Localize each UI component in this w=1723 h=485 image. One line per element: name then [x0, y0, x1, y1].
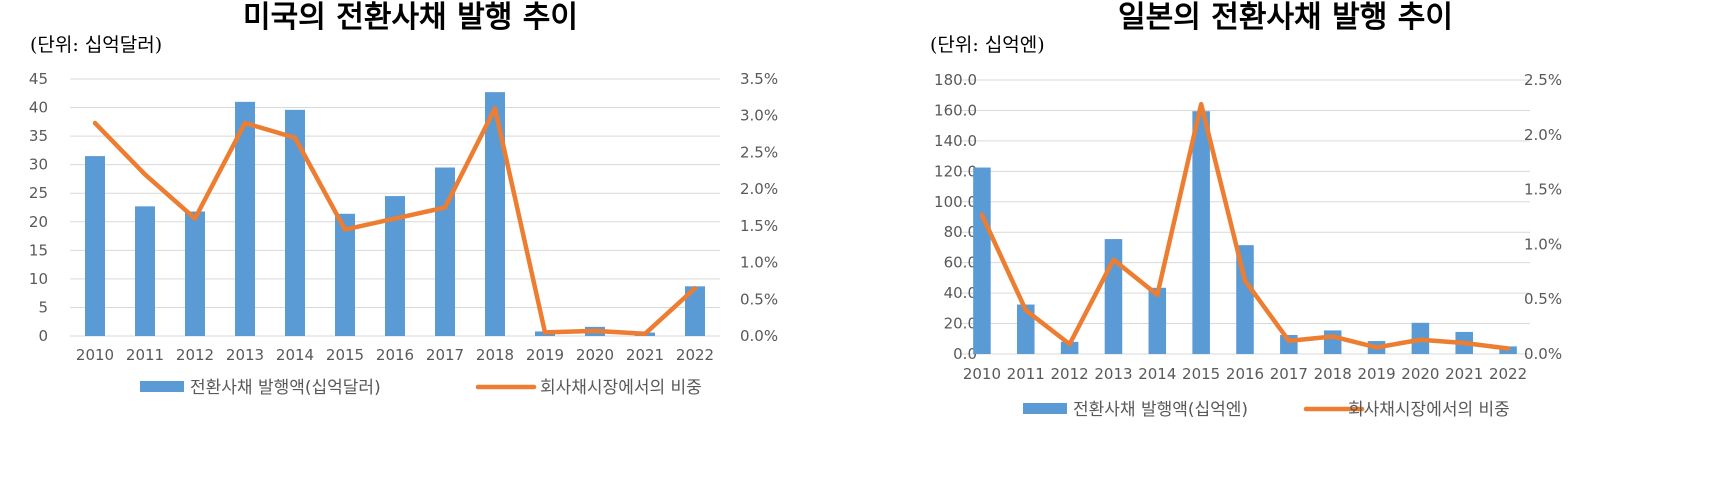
- legend-line-label: 회사채시장에서의 비중: [1348, 400, 1510, 420]
- x-tick-label: 2012: [1051, 365, 1089, 383]
- y-tick-label-left: 100.0: [934, 193, 977, 211]
- y-tick-label-left: 160.0: [934, 101, 977, 119]
- bar: [485, 92, 505, 336]
- bar: [1017, 304, 1035, 354]
- y-tick-label-left: 40.0: [944, 284, 977, 302]
- y-tick-label-left: 30: [29, 156, 48, 174]
- x-tick-label: 2013: [1094, 365, 1132, 383]
- x-tick-label: 2011: [1007, 365, 1045, 383]
- bar: [1104, 239, 1123, 354]
- x-tick-label: 2020: [1401, 365, 1439, 383]
- bar: [1236, 245, 1254, 354]
- y-tick-label-left: 5: [38, 298, 48, 316]
- bar: [235, 101, 255, 336]
- y-tick-label-right: 2.5%: [740, 143, 778, 161]
- x-tick-label: 2016: [376, 346, 414, 364]
- x-tick-label: 2017: [1270, 365, 1308, 383]
- x-tick-label: 2017: [426, 346, 464, 364]
- bar: [85, 156, 105, 336]
- chart-title: 일본의 전환사채 발행 추이: [1118, 0, 1453, 35]
- y-tick-label-left: 60.0: [944, 254, 977, 272]
- y-tick-label-right: 2.0%: [1524, 126, 1562, 144]
- x-tick-label: 2010: [76, 346, 114, 364]
- x-tick-label: 2022: [1489, 365, 1527, 383]
- bar: [185, 211, 205, 336]
- us-chart-svg: 0 5 10 15 20 25 30 35 40 45 0.0% 0.5% 1.0% 1.5% 2.0% 2.…: [29, 70, 778, 398]
- x-tick-label: 2015: [1182, 365, 1220, 383]
- x-tick-label: 2019: [1357, 365, 1395, 383]
- bar: [973, 167, 991, 354]
- jp-chart-panel: 일본의 전환사채 발행 추이 (단위: 십억엔) 0.0 20.0 40.0 60.0…: [900, 0, 1723, 485]
- x-tick-label: 2011: [126, 346, 164, 364]
- y-tick-label-right: 0.0%: [1524, 345, 1562, 363]
- y-tick-label-left: 0.0: [953, 345, 977, 363]
- bar: [1192, 111, 1210, 354]
- y-tick-label-left: 120.0: [934, 162, 977, 180]
- x-tick-label: 2015: [326, 346, 364, 364]
- x-tick-label: 2016: [1226, 365, 1264, 383]
- y-tick-label-left: 35: [29, 127, 48, 145]
- legend-bar-label: 전환사채 발행액(십억엔): [1073, 400, 1248, 420]
- y-tick-label-right: 0.5%: [1524, 290, 1562, 308]
- x-tick-label: 2012: [176, 346, 214, 364]
- bar: [1323, 330, 1342, 354]
- y-tick-label-left: 0: [38, 327, 48, 345]
- x-tick-label: 2010: [963, 365, 1001, 383]
- x-tick-label: 2018: [476, 346, 514, 364]
- jp-chart-svg: 0.0 20.0 40.0 60.0 80.0 100.0 120.0 140.0 160.0 1…: [934, 71, 1562, 420]
- y-tick-label-right: 1.0%: [740, 254, 778, 272]
- y-tick-label-left: 20: [29, 213, 48, 231]
- legend-bar-swatch: [1023, 403, 1067, 414]
- x-tick-label: 2021: [1445, 365, 1483, 383]
- y-tick-label-left: 40: [29, 99, 48, 117]
- y-tick-label-right: 1.5%: [1524, 181, 1562, 199]
- x-tick-label: 2014: [276, 346, 314, 364]
- y-tick-label-right: 1.0%: [1524, 235, 1562, 253]
- bar: [285, 109, 305, 336]
- bar: [1148, 287, 1167, 354]
- bar: [385, 196, 405, 336]
- y-tick-label-right: 2.0%: [740, 180, 778, 198]
- y-tick-label-left: 10: [29, 270, 48, 288]
- y-tick-label-right: 1.5%: [740, 217, 778, 235]
- legend-bar-label: 전환사채 발행액(십억달러): [190, 378, 381, 398]
- y-tick-label-left: 25: [29, 184, 48, 202]
- y-tick-label-right: 0.0%: [740, 327, 778, 345]
- legend-line-label: 회사채시장에서의 비중: [540, 378, 702, 398]
- y-tick-label-left: 45: [29, 70, 48, 88]
- y-tick-label-left: 180.0: [934, 71, 977, 89]
- x-tick-label: 2018: [1314, 365, 1352, 383]
- y-tick-label-right: 2.5%: [1524, 71, 1562, 89]
- x-tick-label: 2022: [676, 346, 714, 364]
- y-tick-label-left: 15: [29, 241, 48, 259]
- bar: [685, 286, 705, 336]
- y-tick-label-right: 3.0%: [740, 107, 778, 125]
- y-tick-label-right: 0.5%: [740, 290, 778, 308]
- bar: [335, 213, 355, 336]
- x-tick-label: 2019: [526, 346, 564, 364]
- chart-title: 미국의 전환사채 발행 추이: [243, 0, 578, 35]
- y-tick-label-left: 80.0: [944, 223, 977, 241]
- x-tick-label: 2013: [226, 346, 264, 364]
- y-tick-label-left: 20.0: [944, 315, 977, 333]
- unit-label: (단위: 십억엔): [930, 34, 1045, 56]
- us-chart-panel: 미국의 전환사채 발행 추이 (단위: 십억달러) 0 5 10 15 20 25 30 35…: [29, 0, 778, 398]
- series-line: [979, 101, 1511, 351]
- x-tick-label: 2020: [576, 346, 614, 364]
- bar: [1060, 341, 1079, 354]
- legend-bar-swatch: [140, 381, 184, 392]
- y-tick-label-right: 3.5%: [740, 70, 778, 88]
- unit-label: (단위: 십억달러): [30, 34, 163, 56]
- x-tick-label: 2014: [1138, 365, 1176, 383]
- series-line: [92, 106, 698, 337]
- x-tick-label: 2021: [626, 346, 664, 364]
- y-tick-label-left: 140.0: [934, 132, 977, 150]
- bar: [135, 206, 155, 336]
